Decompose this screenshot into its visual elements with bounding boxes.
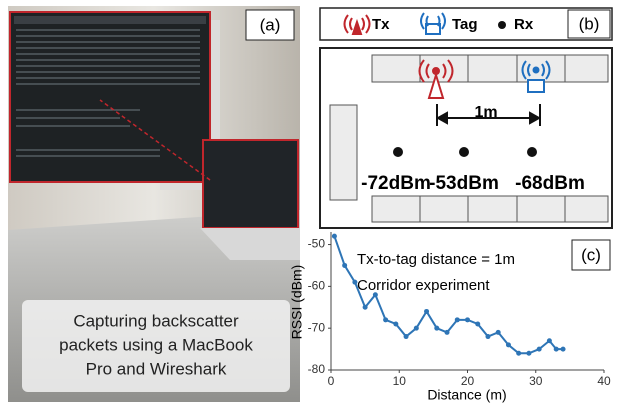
- data-point: [561, 347, 566, 352]
- toolbar: [14, 16, 206, 24]
- data-point: [465, 317, 470, 322]
- distance-label: 1m: [474, 104, 497, 121]
- rx-label: -53dBm: [429, 173, 499, 194]
- data-point: [554, 347, 559, 352]
- panel-label: (a): [260, 15, 281, 34]
- data-point: [414, 326, 419, 331]
- y-tick-label: -80: [308, 362, 326, 376]
- data-point: [434, 326, 439, 331]
- chart: Tx-to-tag distance = 1m Corridor experim…: [289, 232, 611, 403]
- data-point: [404, 334, 409, 339]
- data-point: [475, 322, 480, 327]
- data-point: [526, 351, 531, 356]
- legend-label: Tag: [452, 16, 478, 33]
- x-axis-label: Distance (m): [427, 387, 506, 403]
- photo-panel: Capturing backscatter packets using a Ma…: [8, 6, 300, 402]
- data-point: [342, 263, 347, 268]
- data-point: [393, 322, 398, 327]
- figure: Capturing backscatter packets using a Ma…: [0, 0, 626, 404]
- caption-line: Pro and Wireshark: [86, 359, 227, 378]
- rx-icon: [498, 21, 506, 29]
- caption-line: packets using a MacBook: [59, 335, 253, 354]
- panel-label: (c): [581, 245, 601, 264]
- data-point: [332, 234, 337, 239]
- annotation: Tx-to-tag distance = 1m: [357, 251, 515, 268]
- rx-point: [527, 147, 537, 157]
- legend-label: Tx: [372, 16, 390, 33]
- data-point: [496, 330, 501, 335]
- x-tick-label: 30: [529, 374, 543, 388]
- laptop-screen: [203, 140, 298, 228]
- legend-label: Rx: [514, 16, 534, 33]
- data-point: [516, 351, 521, 356]
- data-point: [445, 330, 450, 335]
- x-tick-label: 10: [393, 374, 407, 388]
- x-tick-label: 20: [461, 374, 475, 388]
- rx-point: [459, 147, 469, 157]
- y-tick-label: -60: [308, 279, 326, 293]
- data-point: [455, 317, 460, 322]
- y-tick-label: -50: [308, 237, 326, 251]
- x-tick-label: 0: [328, 374, 335, 388]
- y-axis-label: RSSI (dBm): [289, 265, 305, 340]
- data-point: [506, 342, 511, 347]
- y-tick-label: -70: [308, 320, 326, 334]
- panel-label: (b): [579, 14, 600, 33]
- rx-label: -72dBm: [361, 173, 431, 194]
- annotation: Corridor experiment: [357, 277, 490, 294]
- data-point: [485, 334, 490, 339]
- rx-label: -68dBm: [515, 173, 585, 194]
- data-point: [373, 292, 378, 297]
- rx-point: [393, 147, 403, 157]
- data-point: [352, 280, 357, 285]
- data-point: [383, 317, 388, 322]
- caption-line: Capturing backscatter: [73, 311, 239, 330]
- data-point: [537, 347, 542, 352]
- data-point: [363, 305, 368, 310]
- data-point: [547, 338, 552, 343]
- data-point: [424, 309, 429, 314]
- x-tick-label: 40: [597, 374, 611, 388]
- floor-plan-panel: Tx Tag Rx (b): [320, 8, 612, 228]
